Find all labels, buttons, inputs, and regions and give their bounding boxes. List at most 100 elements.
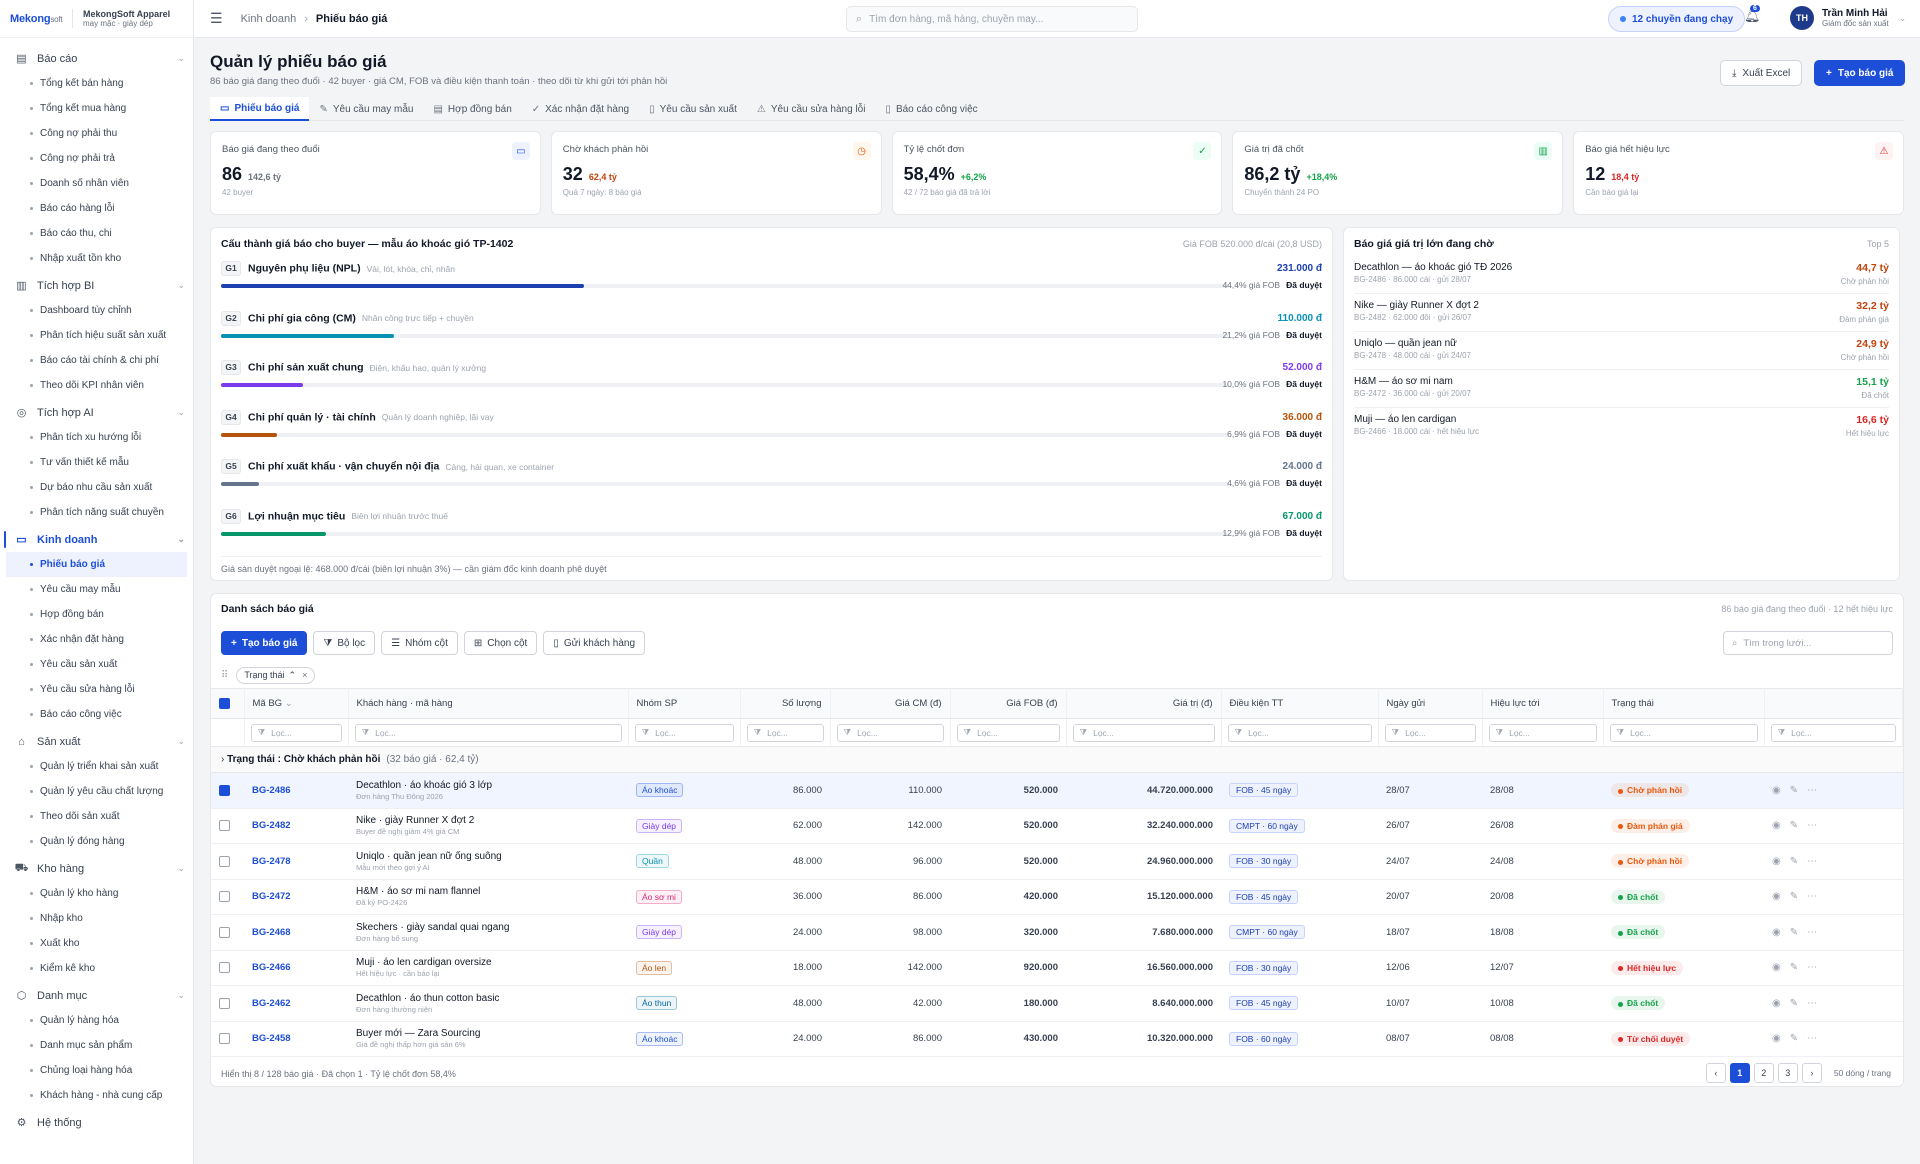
- col-status[interactable]: Trạng thái: [1603, 688, 1765, 719]
- view-eye-icon[interactable]: ◉: [1772, 855, 1781, 867]
- tab-hop-dong-ban[interactable]: ▤ Hợp đồng bán: [423, 97, 521, 121]
- tab-xac-nhan-dat-hang[interactable]: ✓ Xác nhận đặt hàng: [522, 97, 639, 121]
- row-select-cell[interactable]: [211, 950, 244, 986]
- quote-code-link[interactable]: BG-2466: [252, 962, 291, 974]
- quote-code-cell[interactable]: BG-2472: [244, 879, 348, 915]
- sidebar-item-bao-cao-thu-chi[interactable]: Báo cáo thu, chi: [0, 221, 193, 246]
- tab-bao-cao-cong-viec[interactable]: ▯ Báo cáo công việc: [875, 97, 987, 121]
- sidebar-item-quan-ly-kho-hang[interactable]: Quản lý kho hàng: [0, 881, 193, 906]
- filter-button[interactable]: ⧩ Bộ lọc: [313, 631, 376, 655]
- sidebar-group-tich-hop-ai-header[interactable]: ◎ Tích hợp AI ⌄: [0, 400, 193, 425]
- global-search-input[interactable]: ⌕ Tìm đơn hàng, mã hàng, chuyền may...: [846, 6, 1138, 32]
- sidebar-item-phan-tich-xu-huong-loi[interactable]: Phân tích xu hướng lỗi: [0, 425, 193, 450]
- tab-yeu-cau-may-mau[interactable]: ✎ Yêu cầu may mẫu: [309, 97, 423, 121]
- sidebar-item-quan-ly-yeu-cau-chat-luong[interactable]: Quản lý yêu cầu chất lượng: [0, 779, 193, 804]
- kpi-card-ty-le-chot-don[interactable]: Tỷ lệ chốt đơn ✓ 58,4% +6,2% 42 / 72 báo giá…: [891, 131, 1223, 215]
- column-filter-input[interactable]: ⧩ Lọc...: [1770, 723, 1896, 742]
- prev-page-button[interactable]: ‹: [1705, 1063, 1726, 1083]
- sidebar-item-quan-ly-hang-hoa[interactable]: Quản lý hàng hóa: [0, 1008, 193, 1033]
- sidebar-item-phan-tich-nang-suat-chuyen[interactable]: Phân tích năng suất chuyền: [0, 500, 193, 525]
- page-button-1[interactable]: 1: [1729, 1063, 1750, 1083]
- page-size-select[interactable]: 50 dòng / trang: [1833, 1068, 1891, 1078]
- sidebar-item-bao-cao-cong-viec[interactable]: Báo cáo công việc: [0, 702, 193, 727]
- more-icon[interactable]: ⋯: [1807, 784, 1818, 796]
- sidebar-item-quan-ly-trien-khai-san-xuat[interactable]: Quản lý triển khai sản xuất: [0, 754, 193, 779]
- col-cm[interactable]: Giá CM (đ): [830, 688, 951, 719]
- sidebar-item-xuat-kho[interactable]: Xuất kho: [0, 931, 193, 956]
- row-select-cell[interactable]: [211, 808, 244, 844]
- sidebar-group-danh-muc-header[interactable]: ⬡ Danh mục ⌄: [0, 983, 193, 1008]
- tab-yeu-cau-sua-hang-loi[interactable]: ⚠ Yêu cầu sửa hàng lỗi: [747, 97, 876, 121]
- column-filter-input[interactable]: ⧩ Lọc...: [634, 723, 734, 742]
- column-filter-input[interactable]: ⧩ Lọc...: [250, 723, 342, 742]
- edit-pencil-icon[interactable]: ✎: [1789, 926, 1799, 938]
- table-row[interactable]: BG-2466 Muji · áo len cardigan oversize Hế…: [211, 950, 1903, 986]
- chevron-right-icon[interactable]: ›: [221, 754, 228, 765]
- kpi-card-bao-gia-dang-theo-duoi[interactable]: Báo giá đang theo đuổi ▭ 86 142,6 tỷ 42 buye…: [210, 131, 541, 215]
- row-checkbox[interactable]: [219, 962, 230, 974]
- close-icon[interactable]: ×: [302, 670, 308, 680]
- col-value[interactable]: Giá trị (đ): [1066, 688, 1222, 719]
- sidebar-group-kho-hang-header[interactable]: ⛟ Kho hàng ⌄: [0, 856, 193, 881]
- edit-pencil-icon[interactable]: ✎: [1789, 784, 1799, 796]
- drag-handle-icon[interactable]: ⠿: [221, 669, 229, 681]
- more-icon[interactable]: ⋯: [1807, 855, 1818, 867]
- quote-code-cell[interactable]: BG-2462: [244, 985, 348, 1022]
- col-terms[interactable]: Điều kiện TT: [1221, 688, 1379, 719]
- column-filter-input[interactable]: ⧩ Lọc...: [1609, 723, 1758, 742]
- row-select-cell[interactable]: [211, 914, 244, 951]
- col-code[interactable]: Mã BG ⌄: [244, 688, 349, 719]
- row-checkbox[interactable]: [219, 891, 230, 903]
- sidebar-item-tong-ket-mua-hang[interactable]: Tổng kết mua hàng: [0, 96, 193, 121]
- table-row[interactable]: BG-2482 Nike · giày Runner X đợt 2 Buyer đ…: [211, 808, 1903, 844]
- edit-pencil-icon[interactable]: ✎: [1789, 962, 1799, 974]
- view-eye-icon[interactable]: ◉: [1772, 1033, 1781, 1045]
- quote-code-cell[interactable]: BG-2468: [244, 914, 348, 951]
- sidebar-group-kinh-doanh-header[interactable]: ▭ Kinh doanh ⌄: [0, 527, 193, 552]
- more-icon[interactable]: ⋯: [1807, 891, 1818, 903]
- quote-code-link[interactable]: BG-2486: [252, 784, 291, 796]
- next-page-button[interactable]: ›: [1801, 1063, 1822, 1083]
- col-customer[interactable]: Khách hàng · mã hàng: [348, 688, 629, 719]
- sidebar-item-yeu-cau-may-mau[interactable]: Yêu cầu may mẫu: [0, 577, 193, 602]
- edit-pencil-icon[interactable]: ✎: [1789, 891, 1799, 903]
- breadcrumb-parent[interactable]: Kinh doanh: [240, 12, 297, 25]
- quote-code-link[interactable]: BG-2472: [252, 891, 291, 903]
- view-eye-icon[interactable]: ◉: [1772, 891, 1781, 903]
- group-columns-button[interactable]: ☰ Nhóm cột: [381, 631, 458, 655]
- column-filter-input[interactable]: ⧩ Lọc...: [836, 723, 944, 742]
- row-select-cell[interactable]: [211, 1021, 244, 1057]
- col-qty[interactable]: Số lượng: [740, 688, 831, 719]
- kpi-card-bao-gia-het-hieu-luc[interactable]: Báo giá hết hiệu lực ⚠ 12 18,4 tỷ Cần báo gi…: [1573, 131, 1904, 215]
- logo[interactable]: Mekongsoft: [10, 12, 63, 25]
- page-button-2[interactable]: 2: [1753, 1063, 1774, 1083]
- row-checkbox[interactable]: [219, 997, 230, 1009]
- quote-code-cell[interactable]: BG-2478: [244, 843, 348, 880]
- row-select-cell[interactable]: [211, 985, 244, 1022]
- kpi-card-gia-tri-da-chot[interactable]: Giá trị đã chốt ▥ 86,2 tỷ +18,4% Chuyển thàn…: [1232, 131, 1564, 215]
- row-checkbox[interactable]: [219, 784, 230, 796]
- sidebar-item-danh-muc-san-pham[interactable]: Danh mục sản phẩm: [0, 1033, 193, 1058]
- sidebar-item-hop-dong-ban[interactable]: Hợp đồng bán: [0, 602, 193, 627]
- column-filter-input[interactable]: ⧩ Lọc...: [354, 723, 622, 742]
- view-eye-icon[interactable]: ◉: [1772, 820, 1781, 832]
- row-checkbox[interactable]: [219, 820, 230, 832]
- sidebar-item-yeu-cau-sua-hang-loi[interactable]: Yêu cầu sửa hàng lỗi: [0, 677, 193, 702]
- col-fob[interactable]: Giá FOB (đ): [950, 688, 1067, 719]
- table-row[interactable]: BG-2472 H&M · áo sơ mi nam flannel Đã ký P…: [211, 879, 1903, 915]
- column-filter-input[interactable]: ⧩ Lọc...: [1384, 723, 1476, 742]
- view-eye-icon[interactable]: ◉: [1772, 997, 1781, 1009]
- edit-pencil-icon[interactable]: ✎: [1789, 855, 1799, 867]
- grid-search-input[interactable]: ⌕ Tìm trong lưới...: [1723, 631, 1893, 655]
- quote-code-link[interactable]: BG-2458: [252, 1033, 291, 1045]
- quote-code-cell[interactable]: BG-2466: [244, 950, 348, 986]
- top-quote-item[interactable]: Uniqlo — quần jean nữ BG-2478 · 48.000 cá…: [1354, 332, 1889, 370]
- view-eye-icon[interactable]: ◉: [1772, 926, 1781, 938]
- group-row[interactable]: › Trạng thái : Chờ khách phản hồi (32 báo…: [211, 746, 1903, 773]
- table-row[interactable]: BG-2486 Decathlon · áo khoác gió 3 lớp Đơn…: [211, 772, 1903, 809]
- menu-icon[interactable]: ☰: [210, 10, 223, 26]
- view-eye-icon[interactable]: ◉: [1772, 962, 1781, 974]
- sidebar-item-tu-van-thiet-ke-mau[interactable]: Tư vấn thiết kế mẫu: [0, 450, 193, 475]
- sidebar-item-theo-doi-san-xuat[interactable]: Theo dõi sản xuất: [0, 804, 193, 829]
- sidebar-item-yeu-cau-san-xuat[interactable]: Yêu cầu sản xuất: [0, 652, 193, 677]
